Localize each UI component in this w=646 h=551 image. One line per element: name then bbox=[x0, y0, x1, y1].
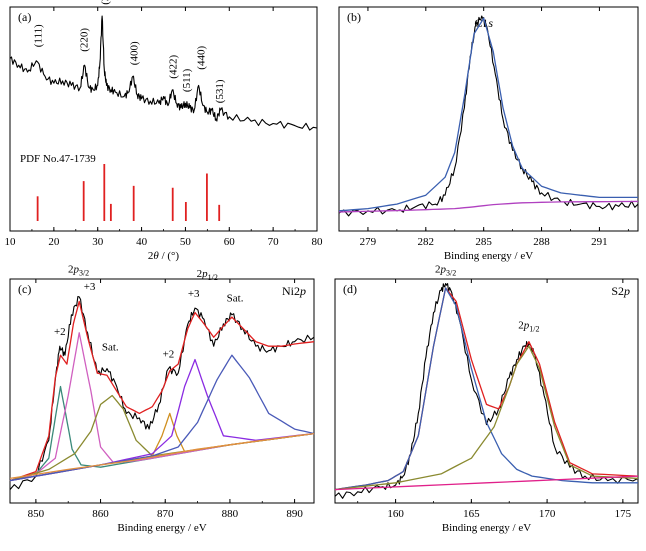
panel-title: S2p bbox=[611, 284, 630, 298]
x-tick-label: 30 bbox=[92, 236, 104, 248]
series-line bbox=[9, 354, 315, 482]
x-axis-label: Binding energy / eV bbox=[117, 522, 206, 534]
x-tick-label: 291 bbox=[591, 236, 608, 248]
panel-label: (d) bbox=[343, 282, 357, 296]
peak-annotation: 2p3/2 bbox=[435, 263, 456, 277]
x-tick-label: 10 bbox=[5, 236, 17, 248]
x-tick-label: 288 bbox=[533, 236, 550, 248]
series-line bbox=[9, 432, 315, 480]
x-tick-label: 285 bbox=[475, 236, 492, 248]
panel-d: 160 165 170 175 Binding energy / eV (d) S2p 2p3… bbox=[334, 263, 639, 534]
peak-label: (400) bbox=[129, 41, 141, 65]
peak-annotation: 2p1/2 bbox=[518, 319, 539, 333]
series-line bbox=[334, 345, 639, 491]
plot-frame bbox=[334, 278, 639, 504]
x-tick-label: 165 bbox=[463, 508, 480, 520]
series-line bbox=[338, 17, 638, 212]
x-tick-label: 279 bbox=[360, 236, 377, 248]
series-line bbox=[334, 287, 639, 491]
series-line bbox=[338, 15, 639, 217]
panel-c: 850 860 870 880 890 Binding energy / eV (c) Ni2… bbox=[9, 263, 315, 534]
plot-frame bbox=[9, 6, 318, 232]
panel-label: (a) bbox=[18, 10, 31, 24]
x-axis-label: Binding energy / eV bbox=[444, 250, 533, 262]
x-axis-label: 2θ / (°) bbox=[148, 250, 180, 262]
series-line bbox=[334, 282, 639, 499]
x-tick-label: 175 bbox=[615, 508, 632, 520]
x-tick-label: 40 bbox=[136, 236, 148, 248]
x-tick-label: 282 bbox=[418, 236, 435, 248]
series-line bbox=[9, 412, 315, 482]
series-line bbox=[9, 358, 315, 482]
x-tick-label: 50 bbox=[180, 236, 192, 248]
peak-label: (440) bbox=[195, 46, 207, 70]
reference-label: PDF No.47-1739 bbox=[20, 153, 96, 165]
panel-label: (c) bbox=[18, 282, 31, 296]
series-line bbox=[9, 295, 315, 490]
peak-label: (422) bbox=[168, 55, 180, 79]
x-tick-label: 890 bbox=[286, 508, 303, 520]
x-tick-label: 880 bbox=[222, 508, 239, 520]
peak-label: (511) bbox=[181, 68, 193, 92]
peak-annotation: Sat. bbox=[102, 342, 119, 354]
x-tick-label: 860 bbox=[92, 508, 109, 520]
panel-label: (b) bbox=[347, 10, 361, 24]
x-tick-label: 170 bbox=[539, 508, 556, 520]
peak-label: (531) bbox=[214, 79, 226, 103]
x-tick-label: 80 bbox=[312, 236, 324, 248]
series-line bbox=[9, 385, 315, 482]
x-tick-label: 60 bbox=[224, 236, 236, 248]
peak-label: (111) bbox=[33, 24, 45, 47]
series-line bbox=[334, 287, 638, 491]
peak-annotation: +2 bbox=[163, 348, 175, 360]
x-tick-label: 850 bbox=[28, 508, 45, 520]
x-tick-label: 70 bbox=[268, 236, 280, 248]
panel-title: Ni2p bbox=[282, 284, 306, 298]
peak-annotation: 2p1/2 bbox=[197, 268, 218, 282]
series-line bbox=[334, 475, 639, 491]
panel-a: 10 20 30 40 50 60 70 80 2θ / (°) (a) PDF No.47-173… bbox=[5, 0, 324, 262]
series-line bbox=[9, 15, 318, 131]
plot-frame bbox=[9, 278, 315, 504]
x-tick-label: 20 bbox=[48, 236, 60, 248]
series-line bbox=[9, 332, 315, 482]
peak-label: (311) bbox=[99, 0, 111, 5]
peak-annotation: Sat. bbox=[227, 292, 244, 304]
series-line bbox=[338, 200, 639, 213]
peak-annotation: +2 bbox=[54, 326, 66, 338]
x-axis-label: Binding energy / eV bbox=[442, 522, 531, 534]
x-tick-label: 870 bbox=[157, 508, 174, 520]
peak-annotation: +3 bbox=[188, 288, 200, 300]
peak-annotation: 2p3/2 bbox=[68, 263, 89, 277]
series-line bbox=[9, 300, 315, 482]
peak-label: (220) bbox=[79, 28, 91, 52]
x-tick-label: 160 bbox=[387, 508, 404, 520]
series-line bbox=[9, 394, 315, 482]
plot-frame bbox=[338, 6, 639, 232]
peak-annotation: +3 bbox=[84, 281, 96, 293]
